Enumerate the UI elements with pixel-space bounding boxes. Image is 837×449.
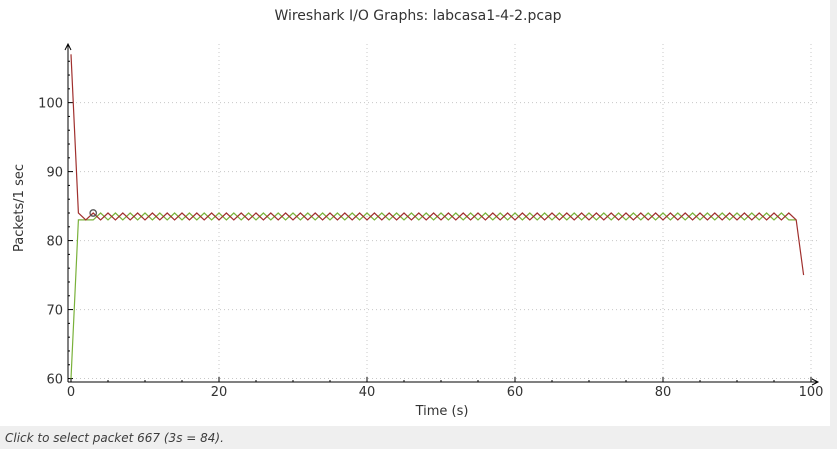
series-line-green[interactable] [70, 212, 797, 379]
status-bar: Click to select packet 667 (3s = 84). [0, 428, 837, 449]
x-tick-label: 60 [507, 385, 524, 400]
plot-panel[interactable]: Wireshark I/O Graphs: labcasa1-4-2.pcap … [0, 0, 830, 426]
y-tick-label: 80 [46, 235, 63, 250]
x-tick-label: 20 [211, 385, 228, 400]
status-text: Click to select packet 667 (3s = 84). [5, 431, 224, 445]
io-graph-chart[interactable]: Wireshark I/O Graphs: labcasa1-4-2.pcap … [0, 0, 830, 426]
y-tick-label: 70 [46, 304, 63, 319]
y-tick-label: 60 [46, 373, 63, 388]
y-axis-arrow [64, 42, 72, 51]
axes-layer: 0 20 40 60 80 100 60 70 80 90 100 [38, 42, 824, 400]
y-tick-label: 90 [46, 166, 63, 181]
y-tick-label: 100 [38, 97, 63, 112]
x-tick-label: 40 [359, 385, 376, 400]
series-layer[interactable] [70, 54, 805, 379]
x-tick-label: 100 [799, 385, 824, 400]
y-axis-label: Packets/1 sec [12, 164, 27, 252]
selected-point-marker[interactable] [89, 209, 98, 217]
chart-title: Wireshark I/O Graphs: labcasa1-4-2.pcap [274, 8, 561, 24]
grid-layer [68, 44, 818, 382]
x-tick-label: 80 [655, 385, 672, 400]
x-tick-label: 0 [67, 385, 75, 400]
series-line-red[interactable] [70, 54, 805, 276]
x-axis-label: Time (s) [415, 404, 469, 419]
x-axis-arrow [811, 378, 820, 386]
